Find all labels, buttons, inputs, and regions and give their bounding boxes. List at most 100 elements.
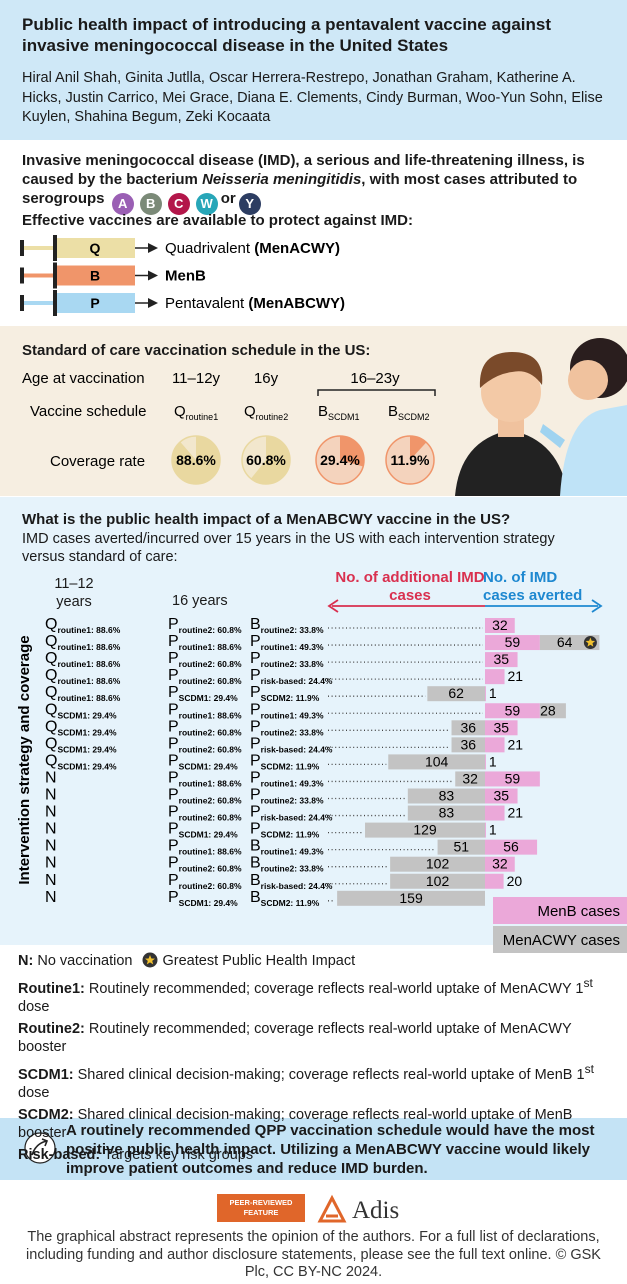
- row-label: Vaccine schedule: [30, 403, 146, 420]
- strategy-label: N: [45, 889, 57, 906]
- impact-band: [0, 497, 627, 945]
- needle-tip: [148, 243, 158, 253]
- strategy-label: Broutine2: 33.8%: [250, 616, 324, 635]
- bar-averted-menb: [485, 856, 515, 872]
- vaccine-letter: P: [90, 295, 99, 311]
- vaccine-label: MenB: [165, 268, 206, 285]
- strategy-label: Proutine1: 49.3%: [250, 633, 324, 652]
- strategy-letter: P: [250, 667, 261, 684]
- strategy-label: N: [45, 855, 57, 872]
- strategy-letter: P: [168, 718, 179, 735]
- definition-text: Targets key risk groups: [103, 1146, 254, 1163]
- bar-label: 102: [426, 856, 450, 872]
- bar-averted-menb: [485, 839, 538, 855]
- bar-averted-menb: [485, 822, 486, 838]
- strategy-letter: P: [168, 616, 179, 633]
- sup: st: [583, 976, 593, 990]
- strategy-sub: SCDM2: 11.9%: [261, 761, 320, 771]
- legend-swatch: [493, 897, 627, 924]
- bar-averted-menb: [485, 618, 515, 633]
- bar-label: 59: [505, 702, 521, 718]
- strategy-letter: Q: [45, 684, 57, 701]
- strategy-label: Proutine1: 88.6%: [168, 769, 242, 788]
- dose-sub: SCDM2: [398, 412, 430, 422]
- strategy-letter: P: [250, 701, 261, 718]
- strategy-sub: risk-based: 24.4%: [261, 744, 333, 754]
- strategy-letter: P: [250, 752, 261, 769]
- syringe-art: [540, 424, 565, 448]
- bar-additional: [390, 873, 485, 889]
- definition: Routine2: Routinely recommended; coverag…: [18, 1020, 623, 1056]
- strategy-sub: routine2: 60.8%: [179, 881, 242, 891]
- head: [481, 362, 541, 422]
- vaccines-heading: Effective vaccines are available to prot…: [22, 212, 413, 229]
- plunger: [22, 246, 55, 250]
- strategy-label: Qroutine1: 88.6%: [45, 667, 121, 686]
- bar-label: 36: [460, 736, 476, 752]
- strategy-letter: P: [250, 684, 261, 701]
- arrowhead-left: [327, 599, 339, 613]
- bar-averted-menb: [485, 686, 486, 702]
- dose-letter: B: [388, 403, 398, 420]
- strategy-sub: routine1: 88.6%: [179, 642, 242, 652]
- needle-tip: [148, 270, 158, 281]
- strategy-sub: routine2: 33.8%: [261, 659, 324, 669]
- conclusion-arrow: [31, 1138, 49, 1156]
- strategy-letter: P: [168, 650, 179, 667]
- serogroup: B: [139, 193, 162, 215]
- strategy-letter: P: [250, 787, 261, 804]
- footer-note: The graphical abstract represents the op…: [26, 1229, 601, 1280]
- strategy-sub: SCDM1: 29.4%: [57, 727, 116, 737]
- bar-label: 32: [462, 770, 478, 786]
- intro-text: Invasive meningococcal disease (IMD), a …: [22, 152, 585, 188]
- strategy-sub: routine2: 60.8%: [179, 744, 242, 754]
- strategy-letter: P: [168, 787, 179, 804]
- strategy-label: PSCDM1: 29.4%: [168, 889, 238, 908]
- strategy-letter: B: [250, 616, 261, 633]
- term: SCDM1:: [18, 1066, 74, 1083]
- bar-label: 59: [505, 634, 521, 650]
- strategy-label: Proutine1: 49.3%: [250, 701, 324, 720]
- arrowhead-right: [591, 599, 603, 613]
- strategy-label: Proutine1: 88.6%: [168, 633, 242, 652]
- strategy-letter: P: [168, 769, 179, 786]
- strategy-letter: N: [45, 889, 57, 906]
- strategy-letter: P: [250, 821, 261, 838]
- strategy-label: QSCDM1: 29.4%: [45, 701, 117, 720]
- publisher: Adis: [352, 1197, 399, 1224]
- strategy-letter: P: [168, 804, 179, 821]
- strategy-sub: routine2: 60.8%: [179, 676, 242, 686]
- bar-label: 32: [492, 617, 508, 633]
- right-label: No. of IMD cases averted: [483, 569, 583, 604]
- strategy-sub: risk-based: 24.4%: [261, 881, 333, 891]
- strategy-sub: routine1: 88.6%: [179, 710, 242, 720]
- pie-slice: [172, 436, 221, 485]
- strategy-label: Proutine2: 33.8%: [250, 650, 324, 669]
- bar-additional: [365, 822, 485, 838]
- strategy-sub: SCDM1: 29.4%: [57, 744, 116, 754]
- strategy-sub: routine1: 88.6%: [179, 778, 242, 788]
- bar-averted-menb: [485, 788, 518, 804]
- bar-label: 1: [489, 822, 497, 838]
- definition: Routine1: Routinely recommended; coverag…: [18, 974, 623, 1016]
- bar-averted-menb: [485, 720, 518, 736]
- bar-label: 20: [507, 873, 523, 889]
- strategy-label: Qroutine1: 88.6%: [45, 684, 121, 703]
- definition-text: No vaccination: [37, 953, 133, 969]
- strategy-letter: P: [250, 804, 261, 821]
- age: 16y: [254, 370, 279, 387]
- impact-subtitle: IMD cases averted/incurred over 15 years…: [22, 531, 555, 565]
- strategy-label: Proutine1: 88.6%: [168, 838, 242, 857]
- strategy-label: PSCDM2: 11.9%: [250, 821, 320, 840]
- strategy-letter: P: [168, 684, 179, 701]
- strategy-letter: B: [250, 889, 261, 906]
- strategy-letter: N: [45, 787, 57, 804]
- strategy-letter: N: [45, 821, 57, 838]
- strategy-label: Proutine1: 49.3%: [250, 769, 324, 788]
- bar-additional: [407, 805, 485, 821]
- bar-label: 59: [505, 770, 521, 786]
- star-note: Greatest Public Health Impact: [162, 953, 356, 969]
- serogroup: Y: [238, 193, 261, 215]
- illustration: [455, 338, 627, 496]
